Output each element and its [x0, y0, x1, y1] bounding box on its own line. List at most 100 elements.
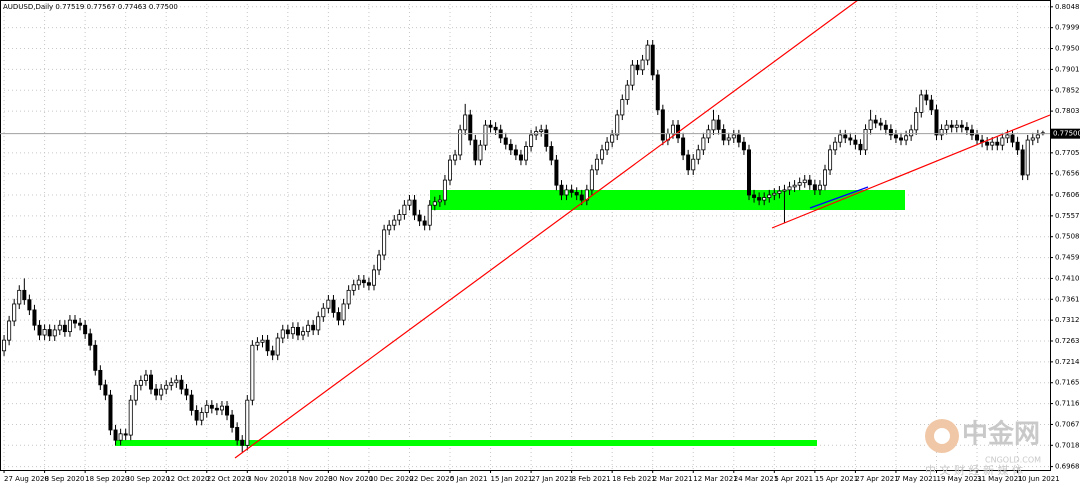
candle-body: [432, 201, 437, 206]
candle-body: [574, 192, 579, 196]
candle-body: [848, 137, 853, 141]
candle-body: [508, 143, 513, 151]
support-zone: [430, 190, 905, 210]
candle-body: [726, 137, 731, 141]
candle-body: [179, 379, 184, 390]
candle-body: [437, 199, 442, 203]
x-tick-label: 5 Apr 2021: [774, 475, 813, 483]
candle-body: [235, 427, 240, 441]
x-tick-label: 22 Dec 2020: [409, 475, 454, 483]
watermark-site: CNGOLD.COM: [985, 456, 1041, 465]
candle-body: [275, 337, 280, 356]
candle-body: [32, 309, 37, 326]
candle-body: [336, 312, 341, 321]
x-tick-label: 2 Mar 2021: [653, 475, 693, 483]
candle-body: [630, 64, 635, 86]
candle-body: [280, 329, 285, 339]
candle-body: [67, 319, 72, 333]
candle-body: [219, 405, 224, 411]
candle-body: [52, 329, 57, 337]
x-tick-label: 31 May 2021: [977, 475, 1023, 483]
x-tick-label: 18 Sep 2020: [85, 475, 129, 483]
candle-body: [88, 333, 93, 346]
candle-body: [529, 134, 534, 147]
candle-body: [118, 433, 123, 441]
candle-body: [767, 194, 772, 198]
candle-body: [1035, 134, 1040, 139]
candle-body: [853, 139, 858, 145]
chart-title: AUDUSD,Daily 0.77519 0.77567 0.77463 0.7…: [3, 3, 178, 11]
candle-body: [316, 316, 321, 331]
candle-body: [762, 197, 767, 201]
candle-body: [133, 384, 138, 401]
candle-body: [802, 179, 807, 184]
x-tick-label: 18 Nov 2020: [288, 475, 333, 483]
candle-body: [752, 194, 757, 198]
candle-body: [696, 149, 701, 160]
candle-body: [361, 279, 366, 284]
candle-body: [204, 404, 209, 413]
candle-body: [240, 439, 245, 446]
candle-body: [255, 341, 260, 346]
candle-body: [777, 190, 782, 194]
x-tick-label: 10 Jun 2021: [1018, 475, 1060, 483]
candle-body: [149, 374, 154, 390]
candle-body: [417, 214, 422, 222]
candle-body: [594, 158, 599, 171]
candle-body: [402, 204, 407, 215]
candle-body: [154, 388, 159, 396]
x-tick-label: 10 Dec 2020: [369, 475, 414, 483]
candle-body: [681, 137, 686, 156]
candle-body: [995, 141, 1000, 146]
candle-body: [295, 326, 300, 336]
x-tick-label: 5 Jan 2021: [450, 475, 488, 483]
candle-body: [442, 179, 447, 201]
candle-body: [103, 384, 108, 396]
candle-body: [559, 184, 564, 196]
candle-body: [290, 326, 295, 335]
candle-body: [199, 412, 204, 421]
candle-body: [159, 388, 164, 396]
candle-body: [12, 303, 17, 322]
candle-body: [549, 146, 554, 161]
candle-body: [250, 344, 255, 401]
candle-body: [7, 320, 12, 341]
candle-body: [483, 124, 488, 146]
candle-body: [169, 382, 174, 386]
candle-body: [605, 141, 610, 151]
trend-line: [809, 186, 869, 209]
candle-body: [194, 409, 199, 421]
candle-body: [939, 129, 944, 136]
candle-body: [711, 119, 716, 131]
candle-body: [1015, 141, 1020, 151]
candle-body: [427, 204, 432, 226]
x-tick-label: 24 Mar 2021: [734, 475, 778, 483]
candle-body: [371, 269, 376, 286]
candle-body: [2, 339, 7, 352]
candle-body: [731, 134, 736, 139]
x-tick-label: 22 Oct 2020: [207, 475, 250, 483]
candle-body: [447, 159, 452, 181]
candle-body: [757, 197, 762, 201]
x-tick-label: 12 Mar 2021: [693, 475, 737, 483]
candle-body: [823, 169, 828, 186]
candle-body: [73, 319, 78, 324]
candle-body: [346, 289, 351, 305]
candle-body: [716, 119, 721, 130]
candle-body: [473, 139, 478, 161]
candle-body: [736, 134, 741, 143]
candle-body: [62, 324, 67, 333]
candle-body: [655, 74, 660, 111]
candle-body: [828, 149, 833, 171]
